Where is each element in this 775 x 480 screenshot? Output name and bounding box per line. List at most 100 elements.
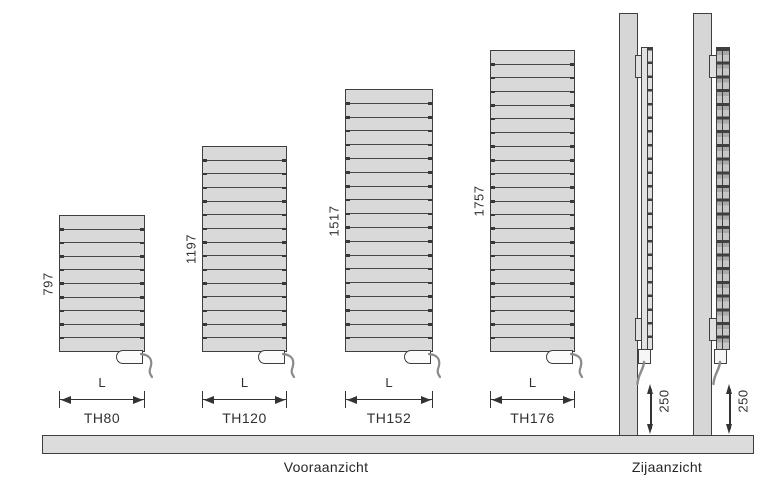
radiator-slat — [491, 325, 574, 340]
heating-element — [258, 350, 285, 364]
height-dimension-label: 797 — [40, 271, 56, 296]
width-label: L — [98, 375, 106, 390]
front-view: 797 L TH80 1197 L TH120 1517 L TH152 1757 L TH176 — [40, 50, 575, 426]
arrow-left-icon — [61, 395, 71, 404]
heating-element — [546, 350, 573, 364]
heating-element — [404, 350, 431, 364]
side-view-caption: Zijaanzicht — [631, 459, 703, 475]
radiator-side-fins-1 — [647, 47, 653, 350]
radiator-slat — [491, 229, 574, 244]
power-cable-side-2 — [712, 360, 722, 386]
radiator-slat — [60, 284, 144, 299]
radiator-slat — [491, 78, 574, 93]
floor-clearance-label-2: 250 — [735, 389, 751, 413]
radiator-slat — [60, 257, 144, 271]
extension-line — [490, 391, 491, 408]
dimension-line — [346, 399, 432, 400]
arrow-down-icon — [726, 424, 732, 434]
radiator-front-TH152 — [345, 89, 433, 352]
dimension-line — [203, 399, 286, 400]
height-dimension-label: 1517 — [326, 205, 342, 236]
radiator-slat — [346, 283, 432, 298]
radiator-slat — [491, 119, 574, 134]
arrow-right-icon — [563, 395, 573, 404]
extension-line — [286, 391, 287, 408]
extension-line — [144, 391, 145, 408]
radiator-slat — [346, 297, 432, 312]
radiator-slat — [491, 256, 574, 271]
radiator-slat — [491, 311, 574, 326]
radiator-slat — [346, 173, 432, 188]
extension-line — [574, 391, 575, 408]
radiator-slat — [346, 104, 432, 119]
radiator-front-TH176 — [490, 50, 575, 352]
radiator-slat — [60, 243, 144, 258]
radiator-slat — [491, 65, 574, 80]
radiator-slat — [346, 214, 432, 229]
radiator-slat — [491, 51, 574, 66]
floor-clearance-label-1: 250 — [656, 389, 672, 413]
radiator-slat — [60, 216, 144, 231]
dimension-line — [650, 389, 652, 429]
radiator-slat — [346, 325, 432, 340]
radiator-slat — [203, 174, 286, 189]
radiator-slat — [346, 200, 432, 215]
arrow-right-icon — [133, 395, 143, 404]
dimension-line — [729, 389, 731, 429]
arrow-right-icon — [275, 395, 285, 404]
radiator-slat — [203, 297, 286, 312]
radiator-slat — [60, 325, 144, 339]
radiator-slat — [203, 147, 286, 162]
radiator-slat — [491, 270, 574, 285]
floor-clearance-dimension-1 — [647, 384, 654, 434]
floor-clearance-dimension-2 — [726, 384, 733, 434]
radiator-slat — [346, 145, 432, 160]
radiator-slat — [203, 256, 286, 271]
heating-element-side-2 — [714, 349, 727, 364]
radiator-slat — [346, 187, 432, 202]
arrow-left-icon — [204, 395, 214, 404]
radiator-slat — [491, 243, 574, 257]
radiator-slat — [346, 311, 432, 326]
height-dimension-label: 1197 — [183, 234, 199, 264]
radiator-slat — [346, 242, 432, 257]
radiator-slat — [491, 174, 574, 189]
width-dimension-TH120: L TH120 — [202, 375, 287, 426]
radiator-slat — [346, 131, 432, 146]
radiator-slat — [203, 270, 286, 285]
extension-line — [432, 391, 433, 408]
radiator-side-fins-2 — [722, 47, 730, 350]
heating-element — [116, 350, 143, 364]
radiator-slat — [346, 159, 432, 174]
arrow-right-icon — [421, 395, 431, 404]
radiator-slat — [491, 202, 574, 216]
floor — [42, 435, 754, 454]
radiator-slat — [203, 325, 286, 340]
model-label: TH152 — [366, 410, 412, 426]
dimension-line — [60, 399, 144, 400]
height-dimension-label: 1757 — [471, 185, 487, 217]
width-label: L — [240, 375, 249, 390]
radiator-slat — [203, 284, 286, 299]
radiator-slat — [346, 90, 432, 105]
radiator-slat — [60, 230, 144, 244]
width-dimension-TH80: L TH80 — [59, 375, 145, 426]
radiator-slat — [346, 118, 432, 133]
radiator-slat — [491, 297, 574, 312]
radiator-slat — [203, 161, 286, 175]
width-dimension-TH176: L TH176 — [490, 375, 575, 426]
extension-line — [202, 391, 203, 408]
model-label: TH80 — [83, 410, 121, 426]
radiator-slat — [346, 256, 432, 271]
radiator-slat — [491, 284, 574, 299]
radiator-slat — [60, 298, 144, 312]
arrow-down-icon — [647, 424, 653, 434]
radiator-slat — [491, 92, 574, 107]
radiator-front-TH120 — [202, 146, 287, 352]
radiator-slat — [491, 161, 574, 175]
extension-line — [345, 391, 346, 408]
radiator-slat — [491, 147, 574, 162]
extension-line — [59, 391, 60, 408]
radiator-slat — [346, 228, 432, 243]
